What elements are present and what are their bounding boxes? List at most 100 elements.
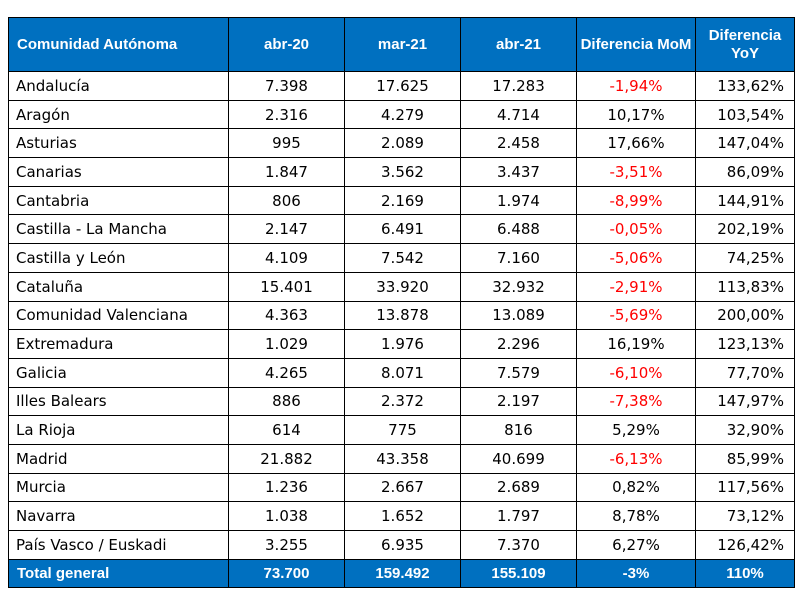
row-abr-20: 1.847 <box>228 157 345 187</box>
total-mar-21: 159.492 <box>344 558 461 588</box>
row-diferencia-mom: -7,38% <box>576 386 696 417</box>
row-diferencia-yoy: 85,99% <box>695 443 795 474</box>
row-abr-21: 3.437 <box>460 157 577 187</box>
row-abr-20: 1.236 <box>228 472 345 503</box>
row-diferencia-mom: 5,29% <box>576 415 696 445</box>
row-abr-20: 15.401 <box>228 271 345 302</box>
row-abr-20: 806 <box>228 185 345 216</box>
row-diferencia-mom: -1,94% <box>576 71 696 101</box>
row-diferencia-mom: 0,82% <box>576 472 696 503</box>
row-mar-21: 775 <box>344 415 461 445</box>
row-name: Comunidad Valenciana <box>8 300 229 331</box>
table-row: Extremadura 1.029 1.976 2.296 16,19% 123,13% <box>8 329 795 359</box>
total-label: Total general <box>8 558 229 588</box>
row-diferencia-yoy: 73,12% <box>695 501 795 531</box>
table-row: Canarias 1.847 3.562 3.437 -3,51% 86,09% <box>8 157 795 187</box>
data-table: Comunidad Autónoma abr-20 mar-21 abr-21 … <box>8 17 795 588</box>
row-mar-21: 1.976 <box>344 329 461 359</box>
row-diferencia-mom: -0,05% <box>576 214 696 245</box>
row-diferencia-yoy: 202,19% <box>695 214 795 245</box>
table-row: Andalucía 7.398 17.625 17.283 -1,94% 133,62% <box>8 71 795 101</box>
row-abr-20: 2.316 <box>228 99 345 130</box>
row-diferencia-yoy: 147,04% <box>695 128 795 159</box>
row-diferencia-mom: -5,69% <box>576 300 696 331</box>
row-diferencia-mom: 16,19% <box>576 329 696 359</box>
row-diferencia-mom: 8,78% <box>576 501 696 531</box>
header-abr-21: abr-21 <box>460 17 577 72</box>
header-abr-20: abr-20 <box>228 17 345 72</box>
row-name: Cantabria <box>8 185 229 216</box>
row-diferencia-yoy: 117,56% <box>695 472 795 503</box>
table-row: Castilla - La Mancha 2.147 6.491 6.488 -0,05… <box>8 214 795 245</box>
row-diferencia-mom: 17,66% <box>576 128 696 159</box>
row-abr-21: 7.160 <box>460 243 577 273</box>
row-mar-21: 3.562 <box>344 157 461 187</box>
row-diferencia-yoy: 113,83% <box>695 271 795 302</box>
row-diferencia-yoy: 144,91% <box>695 185 795 216</box>
row-abr-21: 1.974 <box>460 185 577 216</box>
row-diferencia-yoy: 147,97% <box>695 386 795 417</box>
header-row: Comunidad Autónoma abr-20 mar-21 abr-21 … <box>8 17 795 72</box>
row-abr-21: 17.283 <box>460 71 577 101</box>
row-abr-20: 995 <box>228 128 345 159</box>
row-diferencia-yoy: 133,62% <box>695 71 795 101</box>
row-abr-21: 2.197 <box>460 386 577 417</box>
row-abr-21: 2.689 <box>460 472 577 503</box>
header-comunidad: Comunidad Autónoma <box>8 17 229 72</box>
row-mar-21: 2.372 <box>344 386 461 417</box>
row-abr-20: 21.882 <box>228 443 345 474</box>
row-diferencia-yoy: 77,70% <box>695 357 795 388</box>
row-abr-20: 4.363 <box>228 300 345 331</box>
row-name: La Rioja <box>8 415 229 445</box>
header-diferencia-mom: Diferencia MoM <box>576 17 696 72</box>
row-abr-20: 2.147 <box>228 214 345 245</box>
table-row: La Rioja 614 775 816 5,29% 32,90% <box>8 415 795 445</box>
row-mar-21: 7.542 <box>344 243 461 273</box>
row-abr-21: 7.579 <box>460 357 577 388</box>
row-diferencia-yoy: 74,25% <box>695 243 795 273</box>
row-name: Andalucía <box>8 71 229 101</box>
row-diferencia-mom: 6,27% <box>576 530 696 560</box>
row-abr-21: 6.488 <box>460 214 577 245</box>
header-mar-21: mar-21 <box>344 17 461 72</box>
row-name: Madrid <box>8 443 229 474</box>
row-abr-21: 2.458 <box>460 128 577 159</box>
row-abr-20: 4.265 <box>228 357 345 388</box>
row-abr-21: 7.370 <box>460 530 577 560</box>
row-abr-21: 816 <box>460 415 577 445</box>
table-row: Castilla y León 4.109 7.542 7.160 -5,06% 74,2… <box>8 243 795 273</box>
total-abr-20: 73.700 <box>228 558 345 588</box>
row-name: Navarra <box>8 501 229 531</box>
header-diferencia-yoy: Diferencia YoY <box>695 17 795 72</box>
table-row: Navarra 1.038 1.652 1.797 8,78% 73,12% <box>8 501 795 531</box>
row-diferencia-mom: -2,91% <box>576 271 696 302</box>
row-name: Canarias <box>8 157 229 187</box>
total-diferencia-mom: -3% <box>576 558 696 588</box>
row-mar-21: 2.667 <box>344 472 461 503</box>
table-row: Asturias 995 2.089 2.458 17,66% 147,04% <box>8 128 795 159</box>
row-name: Illes Balears <box>8 386 229 417</box>
total-abr-21: 155.109 <box>460 558 577 588</box>
row-diferencia-yoy: 200,00% <box>695 300 795 331</box>
row-mar-21: 6.935 <box>344 530 461 560</box>
row-abr-20: 1.029 <box>228 329 345 359</box>
row-abr-21: 13.089 <box>460 300 577 331</box>
table-row: Cantabria 806 2.169 1.974 -8,99% 144,91% <box>8 185 795 216</box>
row-name: Castilla - La Mancha <box>8 214 229 245</box>
row-abr-20: 614 <box>228 415 345 445</box>
row-abr-21: 32.932 <box>460 271 577 302</box>
table-row: Illes Balears 886 2.372 2.197 -7,38% 147,97% <box>8 386 795 417</box>
row-mar-21: 17.625 <box>344 71 461 101</box>
row-diferencia-mom: -6,10% <box>576 357 696 388</box>
total-diferencia-yoy: 110% <box>695 558 795 588</box>
total-row: Total general 73.700 159.492 155.109 -3%… <box>8 558 795 588</box>
row-abr-20: 886 <box>228 386 345 417</box>
row-mar-21: 1.652 <box>344 501 461 531</box>
table-row: País Vasco / Euskadi 3.255 6.935 7.370 6,27%… <box>8 530 795 560</box>
row-name: País Vasco / Euskadi <box>8 530 229 560</box>
row-name: Asturias <box>8 128 229 159</box>
row-diferencia-mom: 10,17% <box>576 99 696 130</box>
row-diferencia-yoy: 103,54% <box>695 99 795 130</box>
table-row: Galicia 4.265 8.071 7.579 -6,10% 77,70% <box>8 357 795 388</box>
row-diferencia-yoy: 126,42% <box>695 530 795 560</box>
